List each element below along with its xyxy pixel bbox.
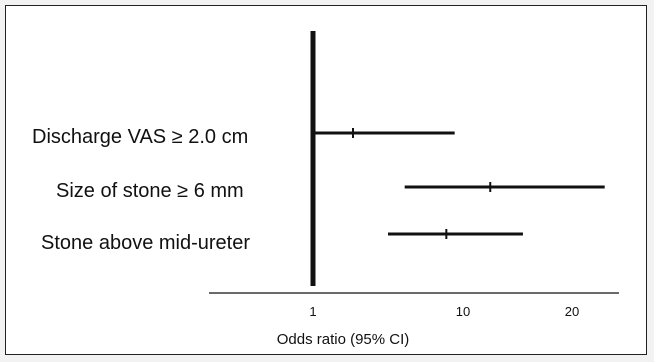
category-label-2: Stone above mid-ureter	[41, 232, 251, 254]
x-tick-label-2: 20	[564, 304, 580, 319]
figure-frame: Discharge VAS ≥ 2.0 cm Size of stone ≥ 6…	[5, 5, 647, 355]
x-tick-label-0: 1	[309, 304, 317, 319]
forest-plot	[209, 31, 619, 294]
x-axis-title: Odds ratio (95% CI)	[276, 331, 410, 348]
x-tick-label-1: 10	[455, 304, 471, 319]
category-label-0: Discharge VAS ≥ 2.0 cm	[32, 126, 249, 148]
category-label-1: Size of stone ≥ 6 mm	[56, 180, 244, 202]
